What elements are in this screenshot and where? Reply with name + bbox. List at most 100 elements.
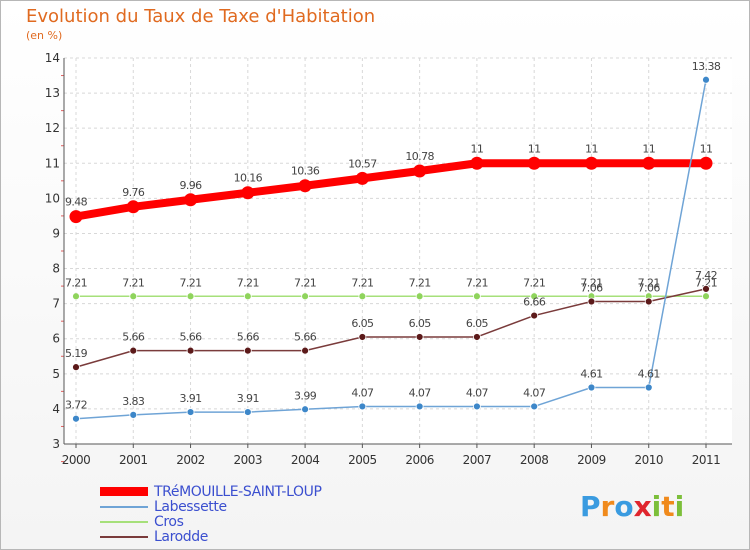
y-tick-label: 5 xyxy=(52,367,60,381)
data-point xyxy=(358,292,367,301)
data-point xyxy=(129,410,138,419)
data-label: 7.06 xyxy=(638,282,661,295)
x-tick-label: 2010 xyxy=(634,453,663,467)
x-tick-label: 2008 xyxy=(520,453,549,467)
data-label: 7.21 xyxy=(466,276,488,289)
legend-swatch-tremouille xyxy=(100,487,148,496)
data-point xyxy=(72,414,80,423)
series-line-labessette xyxy=(75,79,707,420)
data-point xyxy=(644,383,653,392)
chart-legend: TRéMOUILLE-SAINT-LOUP Labessette Cros La… xyxy=(100,483,322,545)
data-point xyxy=(702,75,710,84)
logo-letter: r xyxy=(600,490,615,523)
data-point xyxy=(243,346,252,355)
legend-label-larodde: Larodde xyxy=(154,528,208,545)
data-point xyxy=(301,346,309,355)
data-label: 3.91 xyxy=(179,392,201,405)
data-label: 3.99 xyxy=(294,389,317,402)
y-tick-label: 7 xyxy=(52,297,60,311)
proxiti-logo: Proxiti xyxy=(580,490,684,523)
y-tick-label: 4 xyxy=(52,402,60,416)
data-point xyxy=(413,164,427,178)
x-tick-label: 2001 xyxy=(119,453,148,467)
data-point xyxy=(584,156,598,170)
data-point xyxy=(415,333,424,341)
logo-letter: x xyxy=(633,490,652,523)
plot-area xyxy=(64,58,732,444)
data-label: 4.61 xyxy=(580,368,602,381)
data-label: 7.21 xyxy=(179,276,201,289)
legend-label-cros: Cros xyxy=(154,513,184,530)
data-label: 7.21 xyxy=(695,276,717,289)
x-tick-label: 2000 xyxy=(62,453,91,467)
data-label: 4.07 xyxy=(523,386,546,399)
legend-label-labessette: Labessette xyxy=(154,498,227,515)
data-label: 5.66 xyxy=(237,331,260,344)
data-label: 5.66 xyxy=(179,331,202,344)
y-tick-label: 9 xyxy=(52,226,60,240)
data-label: 6.05 xyxy=(409,317,432,330)
data-point xyxy=(186,408,195,416)
data-label: 11 xyxy=(585,142,598,155)
x-tick-label: 2002 xyxy=(176,453,205,467)
series-line-larodde xyxy=(75,288,707,368)
data-label: 11 xyxy=(528,142,541,155)
data-label: 6.05 xyxy=(351,317,374,330)
x-tick-label: 2006 xyxy=(405,453,434,467)
data-label: 7.21 xyxy=(409,276,431,289)
legend-label-tremouille: TRéMOUILLE-SAINT-LOUP xyxy=(154,483,322,500)
y-tick-label: 10 xyxy=(45,191,60,205)
data-label: 10.36 xyxy=(291,165,320,178)
data-point xyxy=(473,333,481,341)
data-point xyxy=(473,402,481,411)
data-point xyxy=(644,297,653,306)
legend-item-tremouille: TRéMOUILLE-SAINT-LOUP xyxy=(100,483,322,500)
data-label: 13.38 xyxy=(692,60,721,73)
data-point xyxy=(415,402,424,411)
x-tick-label: 2007 xyxy=(463,453,492,467)
data-point xyxy=(415,292,424,301)
data-label: 7.21 xyxy=(237,276,259,289)
y-tick-label: 13 xyxy=(45,86,60,100)
data-point xyxy=(301,405,309,414)
data-label: 7.42 xyxy=(695,269,717,282)
logo-letter: i xyxy=(651,490,662,523)
data-point xyxy=(358,333,367,341)
data-point xyxy=(184,193,198,207)
data-label: 4.07 xyxy=(351,386,374,399)
legend-item-cros: Cros xyxy=(100,513,322,530)
data-label: 7.06 xyxy=(580,282,603,295)
data-label: 3.91 xyxy=(237,392,259,405)
series-line-tr-mouille-saint-loup xyxy=(72,159,710,221)
x-tick-label: 2003 xyxy=(234,453,263,467)
data-label: 11 xyxy=(700,142,713,155)
data-point xyxy=(243,292,252,301)
data-label: 11 xyxy=(471,142,484,155)
y-tick-label: 14 xyxy=(45,51,60,65)
data-point xyxy=(129,292,138,301)
data-point xyxy=(587,297,596,306)
y-tick-label: 6 xyxy=(52,332,60,346)
data-label: 4.07 xyxy=(409,386,432,399)
data-point xyxy=(298,179,312,193)
data-point xyxy=(699,156,713,170)
logo-letter: P xyxy=(580,490,601,523)
data-point xyxy=(358,402,367,411)
data-point xyxy=(72,363,80,372)
data-point xyxy=(355,171,369,185)
legend-swatch-larodde xyxy=(100,535,148,538)
data-point xyxy=(186,346,195,355)
data-label: 9.96 xyxy=(179,179,202,192)
y-tick-label: 8 xyxy=(52,262,60,276)
data-point xyxy=(527,156,541,170)
logo-letter: t xyxy=(661,490,675,523)
data-point xyxy=(473,292,481,301)
data-label: 4.07 xyxy=(466,386,489,399)
chart-title: Evolution du Taux de Taxe d'Habitation xyxy=(26,6,376,27)
data-label: 7.21 xyxy=(580,276,602,289)
data-label: 3.72 xyxy=(65,399,87,412)
data-label: 7.21 xyxy=(638,276,660,289)
data-point xyxy=(72,292,80,301)
x-tick-label: 2011 xyxy=(692,453,721,467)
